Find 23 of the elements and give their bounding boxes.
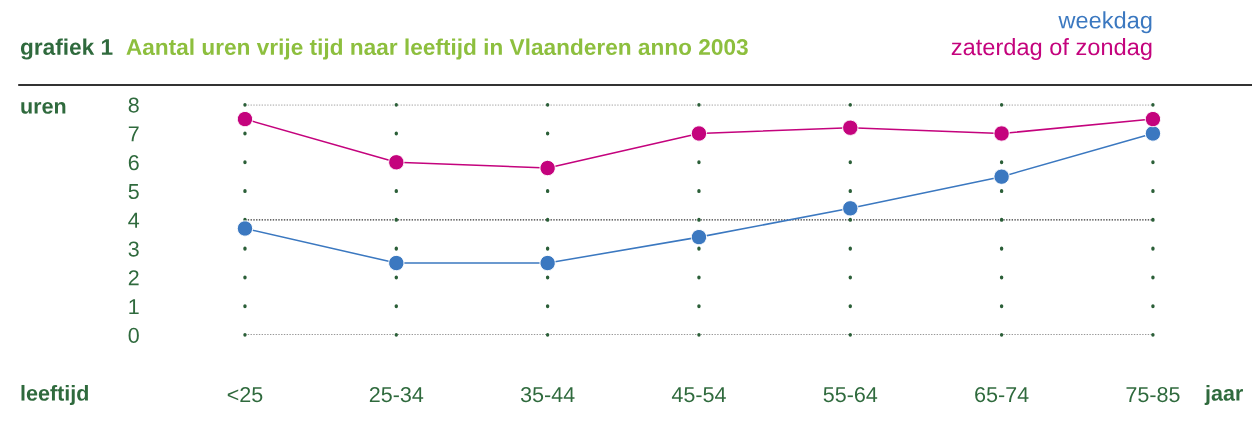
x-tick-label: 45-54	[671, 387, 726, 403]
y-tick-label: 5	[128, 184, 139, 200]
y-tick-label: 1	[129, 299, 139, 315]
x-tick-label: 65-74	[975, 386, 1029, 403]
x-tick-label: 55-64	[823, 386, 878, 403]
y-tick-label: 0	[128, 327, 139, 344]
text: weekdag	[1058, 11, 1152, 34]
chart-subtitle: Aantal uren vrije tijd naar leeftijd in Vlaanderen anno 2003	[126, 38, 748, 60]
y-tick-label: 6	[128, 155, 139, 171]
y-tick-label: 4	[128, 212, 140, 228]
x-tick-label: 75-85	[1126, 386, 1180, 403]
y-tick-label: 7	[128, 126, 139, 142]
x-tick-label: 35-44	[520, 386, 575, 403]
x-tick-label: <25	[227, 386, 263, 403]
chart-title: grafiek 1	[20, 38, 113, 60]
y-tick-label: 3	[128, 241, 139, 257]
x-tick-label: 25-34	[369, 386, 424, 403]
text: zaterdag of zondag	[951, 37, 1152, 60]
y-axis-title: uren	[21, 101, 66, 114]
text: jaar	[1204, 384, 1243, 406]
y-tick-label: 2	[128, 270, 139, 286]
y-tick-label: 8	[128, 97, 139, 113]
x-axis-title: leeftijd	[21, 384, 88, 406]
